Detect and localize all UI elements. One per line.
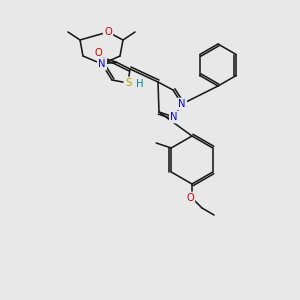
Text: N: N (178, 99, 186, 109)
Text: S: S (125, 78, 131, 88)
Text: O: O (104, 27, 112, 37)
Text: N: N (170, 112, 178, 122)
Text: O: O (186, 193, 194, 203)
Text: N: N (98, 59, 106, 69)
Text: O: O (94, 48, 102, 58)
Text: O: O (94, 48, 102, 58)
Text: N: N (178, 99, 186, 109)
Text: H: H (136, 79, 144, 89)
Text: H: H (136, 79, 144, 89)
Text: N: N (98, 59, 106, 69)
Text: S: S (125, 78, 131, 88)
Text: N: N (98, 59, 106, 69)
Text: N: N (170, 112, 178, 122)
Text: O: O (104, 27, 112, 37)
Text: O: O (186, 193, 194, 203)
